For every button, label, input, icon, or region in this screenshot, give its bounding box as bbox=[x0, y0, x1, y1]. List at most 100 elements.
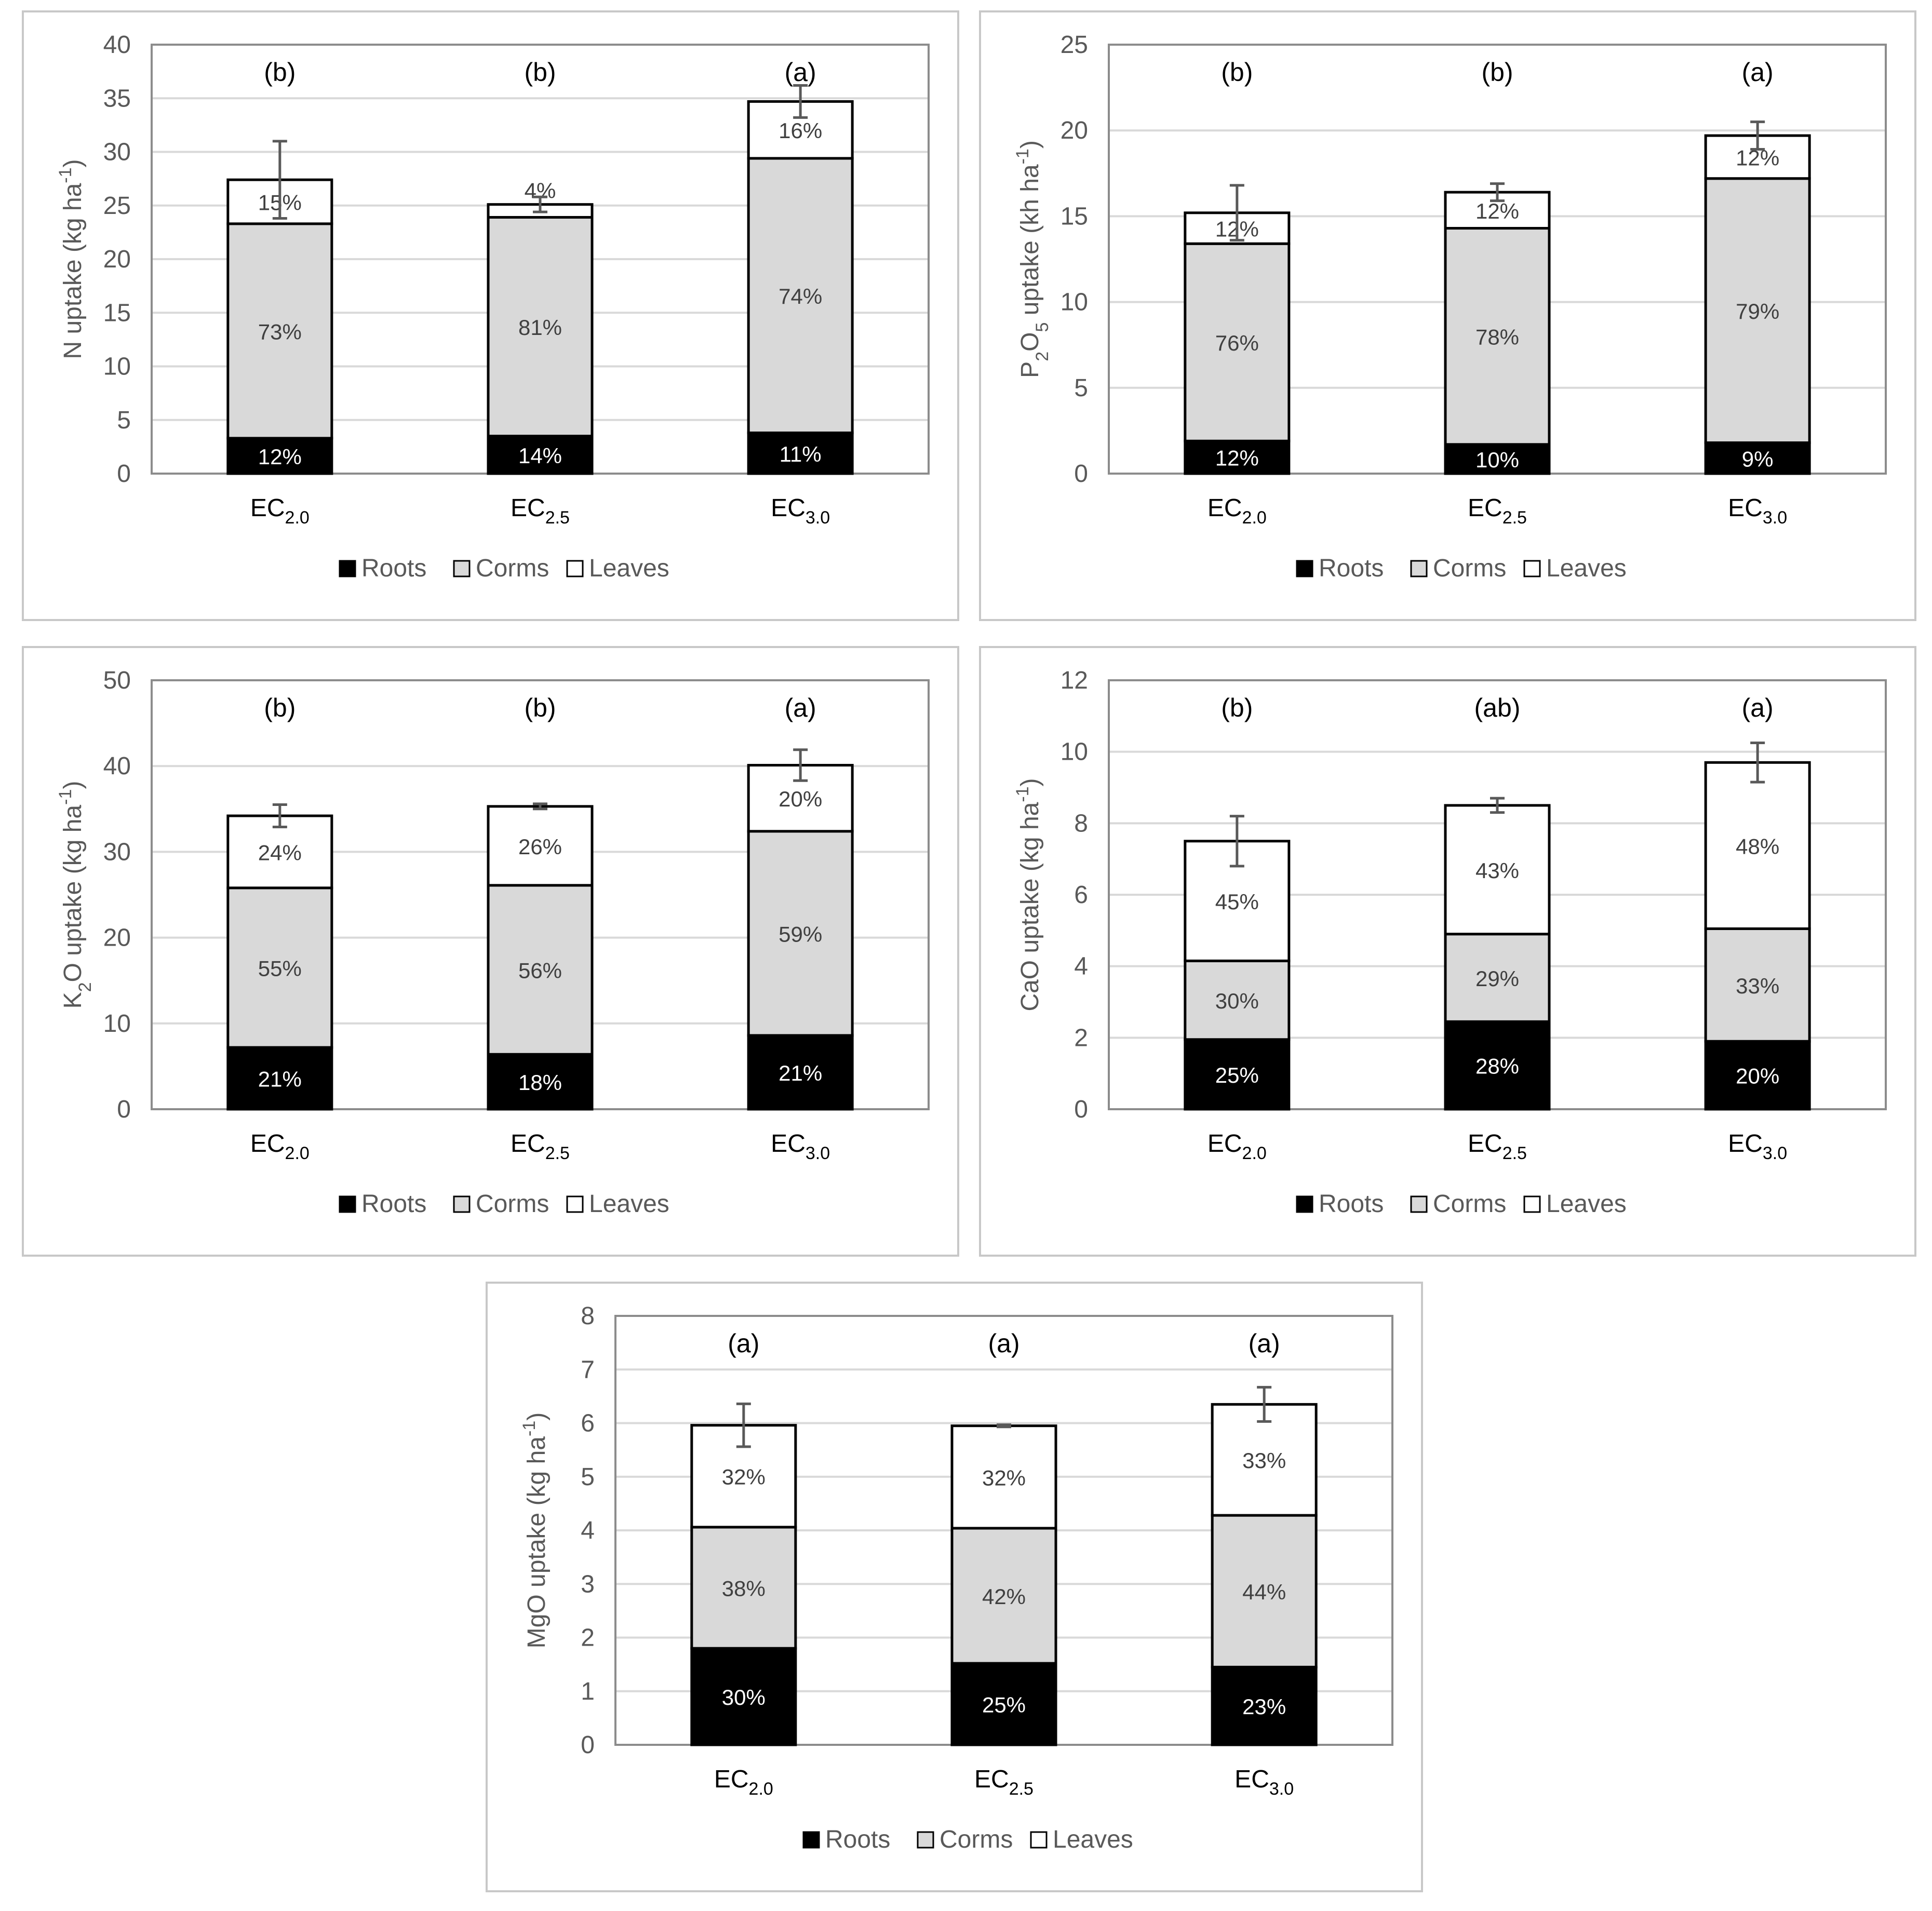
y-tick-label: 8 bbox=[581, 1302, 595, 1330]
y-tick-label: 3 bbox=[581, 1570, 595, 1598]
y-tick-label: 10 bbox=[103, 353, 131, 381]
data-label: 59% bbox=[779, 922, 822, 946]
chart-mgo-uptake: 0 1 2 3 4 5 6 7 8 MgO uptake (kg ha-1) 30% 38% 32% (a… bbox=[519, 1302, 1393, 1853]
significance-letter: (b) bbox=[524, 693, 556, 722]
data-label: 48% bbox=[1736, 834, 1779, 858]
y-tick-label: 50 bbox=[103, 667, 131, 694]
x-tick-label: EC2.0 bbox=[1208, 494, 1267, 528]
significance-letter: (a) bbox=[785, 693, 816, 722]
data-label: 23% bbox=[1242, 1694, 1286, 1719]
data-label: 79% bbox=[1736, 299, 1779, 324]
y-tick-label: 5 bbox=[117, 407, 131, 434]
data-label: 12% bbox=[1475, 199, 1519, 223]
y-tick-label: 35 bbox=[103, 85, 131, 112]
bar-segment-roots bbox=[1704, 1040, 1811, 1111]
y-tick-label: 4 bbox=[1074, 953, 1088, 980]
legend-label-leaves: Leaves bbox=[589, 555, 669, 582]
data-label: 29% bbox=[1475, 966, 1519, 991]
bar-segment-roots bbox=[690, 1647, 797, 1746]
y-tick-label: 25 bbox=[1061, 31, 1088, 59]
y-tick-label: 5 bbox=[1074, 374, 1088, 402]
significance-letter: (b) bbox=[1481, 58, 1513, 87]
legend-label-roots: Roots bbox=[1319, 555, 1384, 582]
y-tick-label: 4 bbox=[581, 1517, 595, 1544]
data-label: 24% bbox=[258, 840, 302, 865]
data-label: 33% bbox=[1736, 974, 1779, 998]
significance-letter: (a) bbox=[1742, 693, 1774, 722]
y-tick-label: 40 bbox=[103, 752, 131, 780]
data-label: 30% bbox=[1215, 989, 1259, 1013]
data-label: 14% bbox=[518, 443, 562, 468]
legend-swatch-corms bbox=[453, 560, 471, 577]
legend-swatch-roots bbox=[1296, 560, 1313, 577]
y-tick-label: 10 bbox=[103, 1010, 131, 1038]
bar-segment-roots bbox=[1444, 443, 1551, 475]
data-label: 18% bbox=[518, 1070, 562, 1095]
y-tick-label: 0 bbox=[117, 1096, 131, 1123]
legend-swatch-leaves bbox=[1523, 560, 1541, 577]
chart-panel-mgo-uptake: 0 1 2 3 4 5 6 7 8 MgO uptake (kg ha-1) 30% 38% 32% (a… bbox=[486, 1282, 1423, 1892]
bar-segment-corms bbox=[950, 1527, 1057, 1665]
chart-panel-cao-uptake: 0 2 4 6 8 10 12 CaO uptake (kg ha-1) 25% 30% 45% (b… bbox=[979, 646, 1916, 1257]
data-label: 12% bbox=[258, 445, 302, 469]
chart-n-uptake: 0 5 10 15 20 25 30 35 40 N uptake (kg ha-1) 12% 73%… bbox=[56, 31, 930, 582]
bar-segment-leaves bbox=[226, 814, 333, 890]
data-label: 78% bbox=[1475, 325, 1519, 349]
x-tick-label: EC2.0 bbox=[714, 1766, 773, 1799]
y-tick-label: 10 bbox=[1061, 289, 1088, 316]
y-tick-label: 6 bbox=[1074, 881, 1088, 909]
legend-label-corms: Corms bbox=[1433, 1190, 1506, 1218]
chart-panel-p2o5-uptake: 0 5 10 15 20 25 P2O5 uptake (kh ha-1) 12% 76% 12%… bbox=[979, 10, 1916, 621]
data-label: 25% bbox=[1215, 1063, 1259, 1087]
bar-segment-corms bbox=[1444, 227, 1551, 446]
y-axis-label: MgO uptake (kg ha-1) bbox=[519, 1412, 551, 1648]
data-label: 21% bbox=[258, 1067, 302, 1092]
bar-segment-corms bbox=[747, 830, 854, 1037]
y-tick-label: 0 bbox=[581, 1731, 595, 1759]
data-label: 25% bbox=[982, 1693, 1026, 1717]
y-tick-label: 25 bbox=[103, 192, 131, 220]
y-axis-label: N uptake (kg ha-1) bbox=[56, 159, 87, 359]
legend-swatch-leaves bbox=[1030, 1831, 1048, 1849]
y-tick-label: 7 bbox=[581, 1356, 595, 1383]
data-label: 21% bbox=[779, 1061, 822, 1085]
data-label: 44% bbox=[1242, 1580, 1286, 1604]
y-tick-label: 20 bbox=[103, 924, 131, 952]
chart-p2o5-uptake: 0 5 10 15 20 25 P2O5 uptake (kh ha-1) 12% 76% 12%… bbox=[1013, 31, 1887, 582]
data-label: 43% bbox=[1475, 858, 1519, 883]
x-tick-label: EC2.5 bbox=[1468, 1130, 1527, 1163]
data-label: 76% bbox=[1215, 331, 1259, 355]
chart-panel-k2o-uptake: 0 10 20 30 40 50 K2O uptake (kg ha-1) 21% 55% 24%… bbox=[22, 646, 959, 1257]
y-tick-label: 5 bbox=[581, 1463, 595, 1491]
significance-letter: (b) bbox=[264, 693, 296, 722]
y-tick-label: 6 bbox=[581, 1410, 595, 1437]
y-tick-label: 0 bbox=[1074, 1096, 1088, 1123]
significance-letter: (a) bbox=[988, 1329, 1019, 1358]
legend-swatch-leaves bbox=[566, 560, 584, 577]
bar-segment-corms bbox=[226, 222, 333, 440]
x-tick-label: EC3.0 bbox=[1235, 1766, 1294, 1799]
bar-segment-corms bbox=[1211, 1514, 1318, 1668]
bar-segment-roots bbox=[1184, 1038, 1291, 1111]
y-tick-label: 20 bbox=[103, 246, 131, 273]
data-label: 32% bbox=[722, 1465, 766, 1489]
x-tick-label: EC2.0 bbox=[250, 494, 310, 528]
data-label: 42% bbox=[982, 1584, 1026, 1609]
legend-label-corms: Corms bbox=[476, 1190, 549, 1218]
y-tick-label: 8 bbox=[1074, 810, 1088, 837]
legend-label-corms: Corms bbox=[1433, 555, 1506, 582]
significance-letter: (ab) bbox=[1474, 693, 1521, 722]
bar-segment-leaves bbox=[950, 1424, 1057, 1530]
bar-segment-corms bbox=[1704, 927, 1811, 1043]
significance-letter: (a) bbox=[785, 58, 816, 87]
bar-segment-corms bbox=[747, 157, 854, 435]
legend-swatch-leaves bbox=[566, 1195, 584, 1213]
chart-panel-n-uptake: 0 5 10 15 20 25 30 35 40 N uptake (kg ha-1) 12% 73%… bbox=[22, 10, 959, 621]
data-label: 30% bbox=[722, 1685, 766, 1710]
y-tick-label: 30 bbox=[103, 838, 131, 866]
y-axis-label: P2O5 uptake (kh ha-1) bbox=[1013, 140, 1052, 378]
data-label: 81% bbox=[518, 315, 562, 340]
x-tick-label: EC3.0 bbox=[771, 1130, 830, 1163]
data-label: 20% bbox=[1736, 1064, 1779, 1088]
data-label: 28% bbox=[1475, 1054, 1519, 1079]
